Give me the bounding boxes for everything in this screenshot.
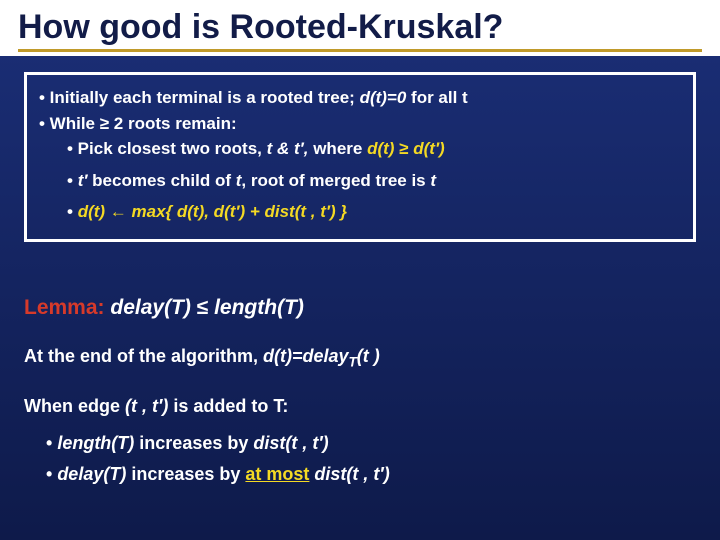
text: •: [67, 171, 78, 190]
algo-line-2: • While ≥ 2 roots remain:: [39, 111, 681, 137]
sym: ≥: [399, 139, 408, 158]
text-em: d(t): [78, 202, 110, 221]
slide: How good is Rooted-Kruskal? • Initially …: [0, 0, 720, 540]
arrow: ←: [110, 202, 127, 221]
text-em: t′: [78, 171, 88, 190]
slide-title: How good is Rooted-Kruskal?: [18, 8, 702, 47]
algo-line-3: • Pick closest two roots, t & t′, where …: [39, 136, 681, 162]
text: for all t: [406, 88, 467, 107]
algorithm-box: • Initially each terminal is a rooted tr…: [24, 72, 696, 242]
lemma-stmt: delay(T) ≤ length(T): [105, 296, 304, 319]
text: When edge: [24, 396, 125, 416]
text-em: d(t)=delay: [263, 346, 349, 366]
subscript: T: [349, 355, 357, 370]
text-em: (t ): [357, 346, 380, 366]
bullet-1: • length(T) increases by dist(t , t′): [46, 433, 696, 454]
text: •: [46, 433, 57, 453]
text-em: (t , t′): [125, 396, 168, 416]
title-underline: [18, 49, 702, 52]
text: •: [67, 202, 78, 221]
text: At the end of the algorithm,: [24, 346, 263, 366]
sym: ≥: [100, 114, 109, 133]
text: , root of merged tree is: [241, 171, 430, 190]
text-em: d(t′): [409, 139, 445, 158]
text: increases by: [126, 464, 245, 484]
title-bar: How good is Rooted-Kruskal?: [0, 0, 720, 56]
algo-line-5: • d(t) ← max{ d(t), d(t′) + dist(t , t′)…: [39, 199, 681, 225]
sym: ≤: [197, 296, 209, 319]
text-em: t: [430, 171, 436, 190]
body-area: Lemma: delay(T) ≤ length(T) At the end o…: [24, 296, 696, 485]
text-em: dist(t , t′): [309, 464, 389, 484]
algo-line-1: • Initially each terminal is a rooted tr…: [39, 85, 681, 111]
text-em: d(t): [367, 139, 399, 158]
text-em: dist(t , t′): [253, 433, 328, 453]
text-em: t & t′,: [267, 139, 309, 158]
text: length(T): [208, 296, 304, 319]
text: •: [46, 464, 57, 484]
text: increases by: [139, 433, 253, 453]
para-1: At the end of the algorithm, d(t)=delayT…: [24, 346, 696, 370]
text: becomes child of: [87, 171, 235, 190]
text: 2 roots remain:: [109, 114, 237, 133]
sub-bullets: • length(T) increases by dist(t , t′) • …: [24, 433, 696, 485]
text: • Pick closest two roots,: [67, 139, 267, 158]
text-em: d(t)=0: [360, 88, 407, 107]
lemma: Lemma: delay(T) ≤ length(T): [24, 296, 696, 320]
text-em: max{ d(t), d(t′) + dist(t , t′) }: [127, 202, 347, 221]
text-em: delay(T): [57, 464, 126, 484]
text: is added to T:: [168, 396, 288, 416]
text-em: length(T): [57, 433, 139, 453]
text: • While: [39, 114, 100, 133]
algo-line-4: • t′ becomes child of t, root of merged …: [39, 168, 681, 194]
para-2: When edge (t , t′) is added to T:: [24, 396, 696, 417]
lemma-label: Lemma:: [24, 296, 105, 319]
text: delay(T): [105, 296, 197, 319]
text-accent: at most: [245, 464, 309, 484]
text: where: [308, 139, 367, 158]
text: • Initially each terminal is a rooted tr…: [39, 88, 360, 107]
bullet-2: • delay(T) increases by at most dist(t ,…: [46, 464, 696, 485]
